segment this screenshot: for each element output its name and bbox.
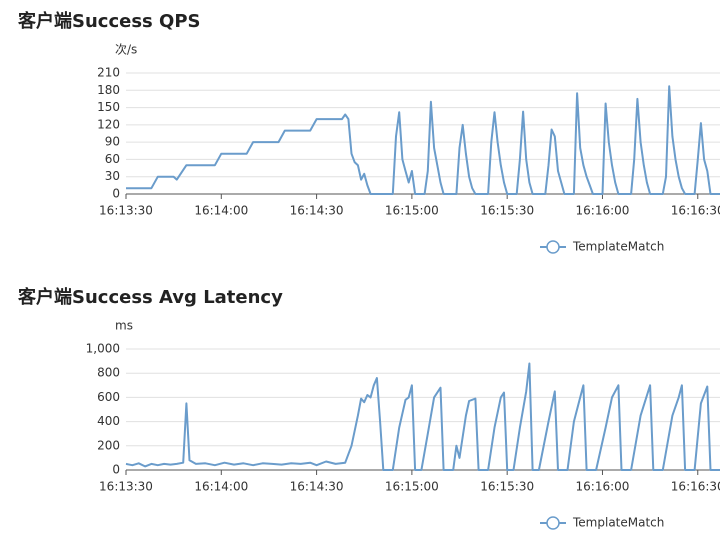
x-tick-label: 16:15:30 [480,204,534,218]
y-tick-label: 400 [97,414,120,428]
y-axis-label: 次/s [115,43,137,57]
x-tick-label: 16:13:30 [99,204,153,218]
y-tick-label: 210 [97,66,120,80]
y-tick-label: 200 [97,438,120,452]
chart-title: 客户端Success QPS [18,10,200,32]
y-tick-label: 1,000 [86,342,120,356]
x-tick-label: 16:15:30 [480,480,534,494]
legend-icon-marker [546,240,560,254]
chart-title: 客户端Success Avg Latency [18,286,283,308]
x-tick-label: 16:13:30 [99,480,153,494]
y-tick-label: 60 [105,152,120,166]
y-tick-label: 150 [97,100,120,114]
y-tick-label: 0 [112,463,120,477]
x-tick-label: 16:16:00 [576,480,630,494]
x-tick-label: 16:14:00 [194,204,248,218]
series-line [126,85,720,195]
legend-label[interactable]: TemplateMatch [572,516,664,530]
y-tick-label: 90 [105,135,120,149]
y-axis-label: ms [115,319,133,333]
x-tick-label: 16:16:00 [576,204,630,218]
x-tick-label: 16:14:00 [194,480,248,494]
x-tick-label: 16:14:30 [290,204,344,218]
y-tick-label: 30 [105,169,120,183]
y-tick-label: 800 [97,366,120,380]
x-tick-label: 16:15:00 [385,480,439,494]
x-tick-label: 16:14:30 [290,480,344,494]
x-tick-label: 16:15:00 [385,204,439,218]
y-tick-label: 120 [97,117,120,131]
legend-icon-marker [546,516,560,530]
y-tick-label: 0 [112,187,120,201]
series-line [125,362,720,471]
y-tick-label: 180 [97,83,120,97]
legend-label[interactable]: TemplateMatch [572,240,664,254]
x-tick-label: 16:16:30 [671,204,720,218]
x-tick-label: 16:16:30 [671,480,720,494]
y-tick-label: 600 [97,390,120,404]
